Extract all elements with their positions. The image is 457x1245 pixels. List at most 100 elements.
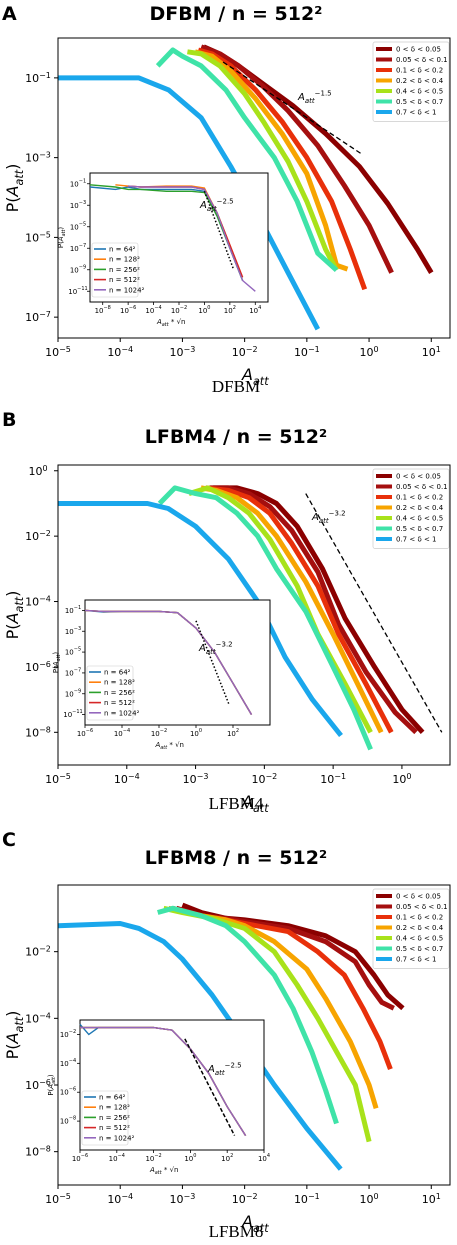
inset-y-axis-label: P(Aatt​) bbox=[52, 652, 62, 674]
panel-label-b: B bbox=[2, 409, 16, 431]
legend-label-2: 0.05 < δ < 0.1 bbox=[396, 903, 448, 911]
inset-legend-box bbox=[86, 665, 134, 721]
inset-plot: Aatt−2.5​ 10−6 10−4 10−2 100 102 104 10−8 10−6 10… bbox=[47, 1019, 270, 1176]
x-tick-label-2: 10−4 bbox=[107, 1192, 133, 1206]
inset-legend-label-5: n = 1024² bbox=[109, 286, 145, 294]
inset-x-tick-label-2: 10−4 bbox=[114, 728, 130, 738]
panel-label-c: C bbox=[2, 829, 16, 851]
x-tick-label-1: 10−5 bbox=[45, 1192, 71, 1206]
inset-plot: Aatt−2.5​ 10−8 10−6 10−4 10−2 100 102 104 10−11 1… bbox=[57, 172, 269, 328]
inset-legend: n = 64² n = 128² n = 256² n = 512² n = 1024² bbox=[81, 1090, 135, 1146]
legend-label-1: 0 < δ < 0.05 bbox=[396, 893, 441, 901]
y-tick-label-1: 10−8 bbox=[25, 725, 51, 739]
inset-y-tick-label-1: 10−8 bbox=[60, 1116, 76, 1126]
y-tick-label-2: 10−6 bbox=[25, 660, 51, 674]
inset-legend-label-2: n = 128² bbox=[109, 256, 140, 264]
legend-label-3: 0.1 < δ < 0.2 bbox=[396, 67, 443, 75]
x-tick-label-4: 10−2 bbox=[232, 1192, 258, 1206]
inset-x-axis-label: Aatt​ * √n bbox=[156, 318, 186, 328]
legend-label-5: 0.4 < δ < 0.5 bbox=[396, 88, 443, 96]
inset-legend-box bbox=[91, 242, 139, 298]
series-line-7 bbox=[57, 921, 343, 1171]
y-tick-label-4: 10−2 bbox=[25, 529, 51, 543]
inset-legend-label-2: n = 128² bbox=[99, 1104, 130, 1112]
inset-y-axis-label: P(Aatt​) bbox=[57, 227, 67, 249]
inset-plot: Aatt−3.2​ 10−6 10−4 10−2 100 102 10−11 10−9 10−7… bbox=[52, 599, 271, 751]
inset-y-tick-label-4: 10−2 bbox=[60, 1029, 76, 1039]
inset-x-tick-label-5: 102 bbox=[221, 1153, 233, 1163]
inset-legend: n = 64² n = 128² n = 256² n = 512² n = 1024² bbox=[86, 665, 140, 721]
inset-x-tick-label-5: 102 bbox=[227, 728, 239, 738]
legend-label-4: 0.2 < δ < 0.4 bbox=[396, 77, 444, 85]
series-group bbox=[58, 44, 434, 331]
y-tick-label-4: 10−1 bbox=[25, 71, 51, 85]
inset-y-tick-label-6: 10−1 bbox=[65, 605, 81, 615]
x-axis-label: Aatt​ bbox=[241, 365, 269, 388]
inset-y-tick-label-4: 10−5 bbox=[65, 647, 81, 657]
series-group bbox=[57, 902, 405, 1171]
panel-caption-a: DFBM bbox=[212, 377, 260, 396]
panel-title-c: LFBM8 / n = 512² bbox=[145, 847, 328, 869]
inset-x-tick-label-4: 100 bbox=[184, 1153, 196, 1163]
legend-label-2: 0.05 < δ < 0.1 bbox=[396, 483, 448, 491]
legend-label-4: 0.2 < δ < 0.4 bbox=[396, 924, 444, 932]
inset-legend-label-1: n = 64² bbox=[104, 669, 131, 677]
inset-x-tick-label-7: 104 bbox=[249, 305, 261, 315]
reference-slope-label: Aatt−3.2​ bbox=[311, 510, 346, 526]
chart-panel-a: Aatt−1.5​ 10−5 10−4 10−3 10−2 10−1 100 101 10−7 1… bbox=[3, 37, 451, 388]
x-tick-label-2: 10−4 bbox=[114, 772, 140, 786]
x-tick-label-5: 10−1 bbox=[294, 345, 320, 359]
x-tick-label-6: 100 bbox=[392, 772, 411, 786]
inset-x-tick-label-6: 102 bbox=[224, 305, 236, 315]
inset-legend-box bbox=[81, 1090, 129, 1146]
legend: 0 < δ < 0.05 0.05 < δ < 0.1 0.1 < δ < 0.2 0… bbox=[372, 468, 450, 549]
x-tick-label-5: 10−1 bbox=[320, 772, 346, 786]
legend-label-7: 0.7 < δ < 1 bbox=[396, 109, 437, 117]
x-tick-label-5: 10−1 bbox=[294, 1192, 320, 1206]
inset-y-tick-label-6: 10−1 bbox=[70, 178, 86, 188]
inset-slope-label: Aatt−2.5​ bbox=[207, 1062, 242, 1078]
plot-frame bbox=[57, 37, 451, 339]
series-line-7 bbox=[58, 501, 343, 738]
inset-x-tick-label-2: 10−6 bbox=[120, 305, 136, 315]
legend-label-7: 0.7 < δ < 1 bbox=[396, 956, 437, 964]
inset-legend-label-3: n = 256² bbox=[104, 689, 135, 697]
inset-slope-label: Aatt−3.2​ bbox=[198, 641, 233, 657]
legend-label-3: 0.1 < δ < 0.2 bbox=[396, 494, 443, 502]
inset-y-tick-label-3: 10−7 bbox=[70, 243, 86, 253]
x-tick-label-2: 10−4 bbox=[107, 345, 133, 359]
x-tick-label-1: 10−5 bbox=[45, 772, 71, 786]
inset-x-tick-label-3: 10−2 bbox=[151, 728, 167, 738]
x-tick-label-7: 101 bbox=[422, 1192, 441, 1206]
y-tick-label-3: 10−4 bbox=[25, 595, 51, 609]
plots-layer: Aatt−1.5​ 10−5 10−4 10−3 10−2 10−1 100 101 10−7 1… bbox=[3, 37, 451, 1235]
x-tick-label-1: 10−5 bbox=[45, 345, 71, 359]
series-line-4 bbox=[194, 49, 349, 272]
y-tick-label-2: 10−6 bbox=[25, 1078, 51, 1092]
legend-label-1: 0 < δ < 0.05 bbox=[396, 473, 441, 481]
inset-legend-label-4: n = 512² bbox=[99, 1124, 130, 1132]
inset-slope-label: Aatt−2.5​ bbox=[199, 198, 234, 214]
inset-slope-line bbox=[195, 620, 230, 705]
x-tick-label-7: 101 bbox=[422, 345, 441, 359]
inset-y-tick-label-2: 10−6 bbox=[60, 1087, 76, 1097]
legend-label-3: 0.1 < δ < 0.2 bbox=[396, 914, 443, 922]
y-tick-label-1: 10−7 bbox=[25, 310, 51, 324]
x-tick-label-3: 10−3 bbox=[170, 345, 196, 359]
inset-y-axis-label: P(Aatt​) bbox=[47, 1074, 57, 1096]
series-line-2 bbox=[209, 485, 418, 735]
x-tick-label-6: 100 bbox=[360, 345, 379, 359]
panel-caption-b: LFBM4 bbox=[209, 794, 264, 813]
inset-y-tick-label-3: 10−7 bbox=[65, 667, 81, 677]
x-tick-label-3: 10−3 bbox=[170, 1192, 196, 1206]
inset-x-tick-label-4: 100 bbox=[190, 728, 202, 738]
x-tick-label-4: 10−2 bbox=[251, 772, 277, 786]
legend-label-5: 0.4 < δ < 0.5 bbox=[396, 935, 443, 943]
inset-x-tick-label-4: 10−2 bbox=[171, 305, 187, 315]
y-tick-label-5: 100 bbox=[28, 464, 47, 478]
y-tick-label-3: 10−3 bbox=[25, 151, 51, 165]
panel-label-a: A bbox=[2, 3, 17, 25]
inset-series-line-5 bbox=[128, 185, 256, 292]
legend: 0 < δ < 0.05 0.05 < δ < 0.1 0.1 < δ < 0.2 0… bbox=[372, 888, 450, 969]
legend-label-2: 0.05 < δ < 0.1 bbox=[396, 56, 448, 64]
